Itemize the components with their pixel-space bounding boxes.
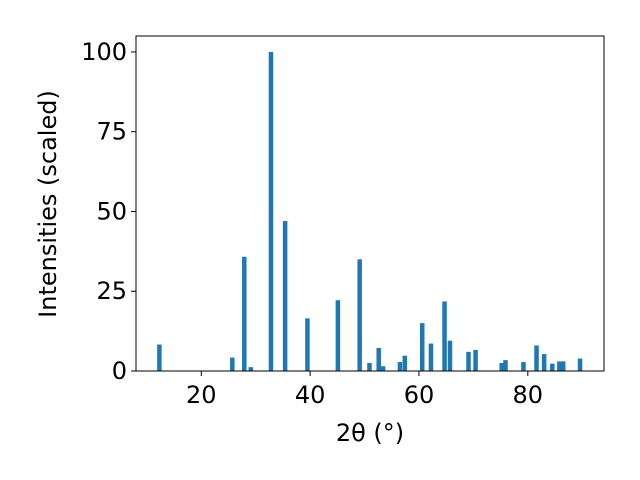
x-tick-label: 20 bbox=[186, 381, 217, 409]
bar bbox=[473, 349, 478, 371]
x-tick-label: 80 bbox=[513, 381, 544, 409]
y-tick-label: 100 bbox=[81, 38, 127, 66]
bar bbox=[282, 221, 288, 371]
bar bbox=[335, 300, 341, 371]
x-tick-label: 60 bbox=[404, 381, 435, 409]
x-axis: 20 40 60 80 bbox=[186, 371, 543, 409]
bar bbox=[466, 351, 471, 371]
bar bbox=[402, 355, 408, 371]
bar bbox=[230, 357, 235, 371]
bar bbox=[541, 354, 547, 371]
bar bbox=[447, 340, 453, 371]
bar bbox=[557, 361, 562, 371]
bar bbox=[357, 259, 362, 371]
x-axis-label: 2θ (°) bbox=[336, 419, 404, 447]
y-tick-label: 25 bbox=[96, 277, 127, 305]
y-tick-label: 75 bbox=[96, 118, 127, 146]
bar bbox=[560, 361, 566, 371]
plot-frame bbox=[135, 35, 605, 372]
bar bbox=[442, 301, 447, 371]
bar bbox=[157, 344, 162, 371]
bar bbox=[499, 363, 504, 371]
bar bbox=[397, 362, 403, 371]
bar bbox=[428, 343, 434, 371]
bar bbox=[367, 363, 372, 371]
y-tick-label: 50 bbox=[96, 197, 127, 225]
bar bbox=[248, 367, 254, 371]
bar bbox=[534, 345, 539, 371]
bar bbox=[376, 348, 381, 371]
bar bbox=[380, 366, 386, 371]
bar bbox=[242, 256, 247, 371]
y-axis-label: Intensities (scaled) bbox=[34, 90, 62, 318]
bars-group bbox=[157, 51, 583, 371]
bar bbox=[268, 51, 274, 371]
bar bbox=[419, 323, 425, 371]
bar bbox=[577, 358, 583, 371]
y-axis: 0 25 50 75 100 bbox=[81, 38, 136, 385]
plot-area bbox=[136, 36, 604, 371]
x-tick-label: 40 bbox=[295, 381, 326, 409]
y-tick-label: 0 bbox=[112, 357, 127, 385]
bar bbox=[305, 318, 310, 371]
bar bbox=[521, 362, 526, 371]
bar bbox=[550, 363, 555, 371]
bar bbox=[503, 360, 508, 371]
